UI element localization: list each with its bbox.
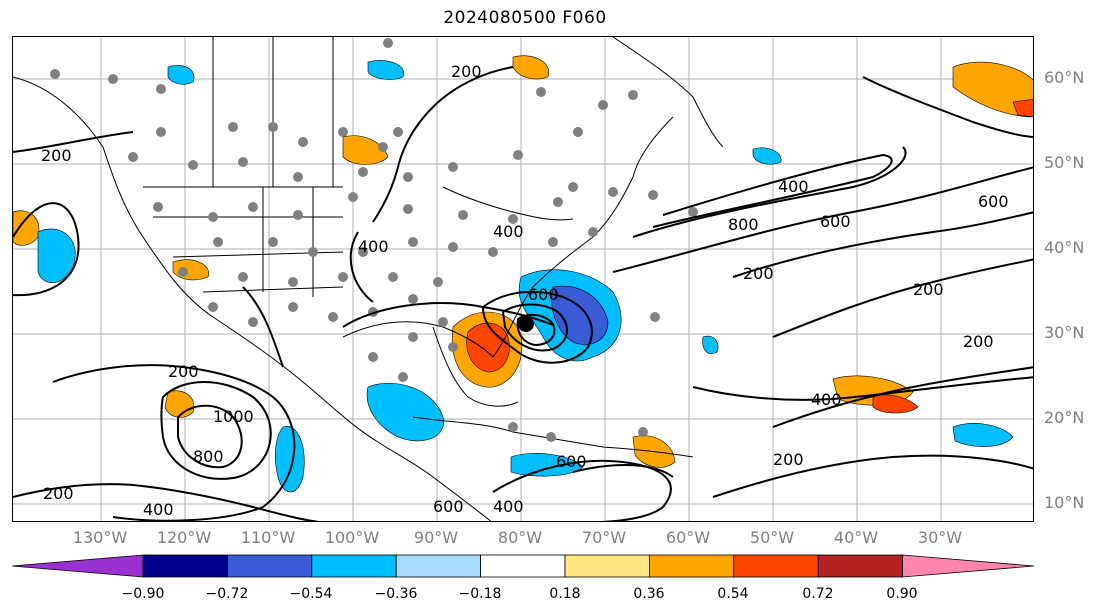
latitude-label: 60°N: [1044, 68, 1085, 87]
colorbar-tick: 0.54: [717, 586, 749, 602]
colorbar-segment: [480, 554, 566, 578]
colorbar-tick: −0.36: [374, 586, 418, 602]
contour-label: 400: [358, 237, 389, 256]
contour-label: 1000: [213, 407, 254, 426]
colorbar-segment: [395, 554, 482, 578]
contour-label: 400: [493, 497, 524, 516]
latitude-label: 20°N: [1044, 408, 1085, 427]
contour-label: 600: [528, 285, 559, 304]
graticule: [13, 37, 1033, 521]
contour-label: 200: [773, 450, 804, 469]
longitude-label: 110°W: [240, 528, 296, 547]
contour-label: 200: [41, 146, 72, 165]
contour-label: 600: [433, 497, 464, 516]
contours: [13, 66, 1033, 521]
colorbar-tick: −0.72: [205, 586, 249, 602]
colorbar-segment: [902, 554, 1035, 578]
colorbar-segment: [311, 554, 397, 578]
contour-label: 400: [143, 500, 174, 519]
contour-label: 200: [963, 332, 994, 351]
longitude-label: 80°W: [497, 528, 543, 547]
contour-label: 400: [493, 222, 524, 241]
coastlines: [13, 37, 724, 521]
colorbar-tick: 0.18: [549, 586, 581, 602]
longitude-label: 120°W: [156, 528, 212, 547]
longitude-label: 50°W: [749, 528, 795, 547]
contour-label: 800: [728, 215, 759, 234]
longitude-label: 40°W: [833, 528, 879, 547]
latitude-label: 40°N: [1044, 238, 1085, 257]
stations: [50, 38, 698, 442]
colorbar-tick: −0.90: [121, 586, 165, 602]
colorbar-tick: −0.54: [289, 586, 333, 602]
contour-label: 400: [778, 177, 809, 196]
latitude-label: 30°N: [1044, 323, 1085, 342]
contour-label: 600: [820, 212, 851, 231]
colorbar-tick: −0.18: [458, 586, 502, 602]
longitude-label: 30°W: [917, 528, 963, 547]
longitude-label: 90°W: [413, 528, 459, 547]
colorbar-segment: [564, 554, 650, 578]
contour-label: 200: [743, 264, 774, 283]
colorbar-tick: 0.90: [886, 586, 918, 602]
longitude-label: 100°W: [324, 528, 380, 547]
contour-label: 600: [978, 192, 1009, 211]
colorbar-segment: [733, 554, 819, 578]
contour-label: 200: [451, 62, 482, 81]
longitude-label: 130°W: [72, 528, 128, 547]
map-canvas: 200 200 200 200 200 200 200 200 400 400 …: [13, 37, 1033, 521]
map-panel: 200 200 200 200 200 200 200 200 400 400 …: [12, 36, 1034, 522]
contour-label: 800: [193, 447, 224, 466]
colorbar-segment: [226, 554, 313, 578]
colorbar-segment: [649, 554, 735, 578]
contour-label-layer: 200 200 200 200 200 200 200 200 400 400 …: [41, 62, 1009, 519]
map-title: 2024080500 F060: [443, 8, 607, 28]
cyclone-center-marker: [518, 316, 534, 332]
contour-label: 200: [43, 484, 74, 503]
colorbar-segment: [12, 554, 144, 578]
latitude-label: 50°N: [1044, 153, 1085, 172]
longitude-label: 60°W: [665, 528, 711, 547]
colorbar: [12, 554, 1035, 578]
contour-label: 200: [168, 362, 199, 381]
latitude-label: 10°N: [1044, 493, 1085, 512]
longitude-label: 70°W: [581, 528, 627, 547]
contour-label: 600: [556, 452, 587, 471]
shaded-field: [13, 55, 1033, 493]
colorbar-tick: 0.36: [633, 586, 665, 602]
colorbar-segment: [142, 554, 228, 578]
contour-label: 200: [913, 280, 944, 299]
colorbar-tick: 0.72: [802, 586, 834, 602]
contour-label: 400: [811, 390, 842, 409]
colorbar-segment: [817, 554, 904, 578]
